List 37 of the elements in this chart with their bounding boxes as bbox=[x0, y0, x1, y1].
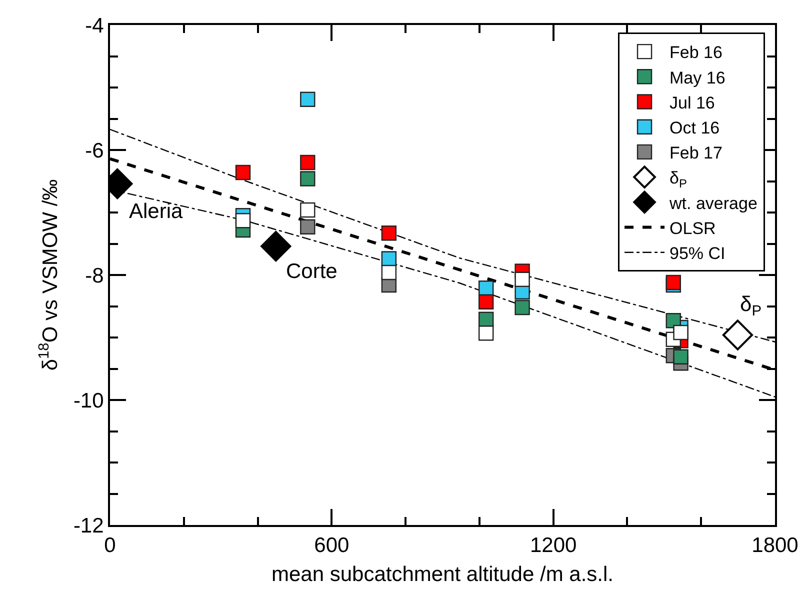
point bbox=[722, 320, 753, 350]
x-axis-title: mean subcatchment altitude /m a.s.l. bbox=[272, 562, 614, 586]
legend-label: 95% CI bbox=[670, 244, 726, 263]
legend-label: Feb 17 bbox=[670, 144, 722, 163]
legend-label: OLSR bbox=[670, 218, 716, 238]
legend-label: Jul 16 bbox=[670, 93, 715, 112]
legend-label: wt. average bbox=[668, 194, 758, 213]
point bbox=[300, 171, 316, 186]
legend-label: δ$_{P}$ bbox=[670, 168, 687, 190]
point bbox=[514, 300, 530, 316]
point bbox=[300, 219, 316, 234]
annotation: Aleria bbox=[129, 200, 184, 223]
annotation: Corte bbox=[286, 260, 338, 283]
x-tick-label: 1800 bbox=[752, 534, 798, 558]
y-tick-label: -4 bbox=[85, 14, 104, 38]
point bbox=[235, 164, 251, 180]
point bbox=[478, 280, 494, 296]
x-tick-label: 600 bbox=[314, 534, 350, 558]
point bbox=[381, 226, 397, 241]
y-tick-label: -12 bbox=[73, 514, 104, 538]
legend-label: Feb 16 bbox=[670, 43, 722, 62]
point bbox=[478, 294, 494, 310]
x-tick-label: 1200 bbox=[530, 534, 577, 558]
point bbox=[673, 349, 688, 364]
point bbox=[514, 272, 530, 287]
legend-label: Oct 16 bbox=[670, 118, 720, 138]
legend-label: May 16 bbox=[670, 68, 726, 88]
point bbox=[300, 154, 316, 170]
point bbox=[381, 251, 397, 266]
y-tick-label: -8 bbox=[85, 264, 104, 288]
x-tick-label: 0 bbox=[104, 534, 116, 558]
point bbox=[300, 92, 316, 107]
y-tick-label: -6 bbox=[85, 139, 104, 162]
point bbox=[235, 213, 251, 228]
y-tick-label: -10 bbox=[73, 389, 104, 412]
annotation: δ$_{P}$ bbox=[740, 293, 762, 320]
point bbox=[673, 324, 688, 340]
